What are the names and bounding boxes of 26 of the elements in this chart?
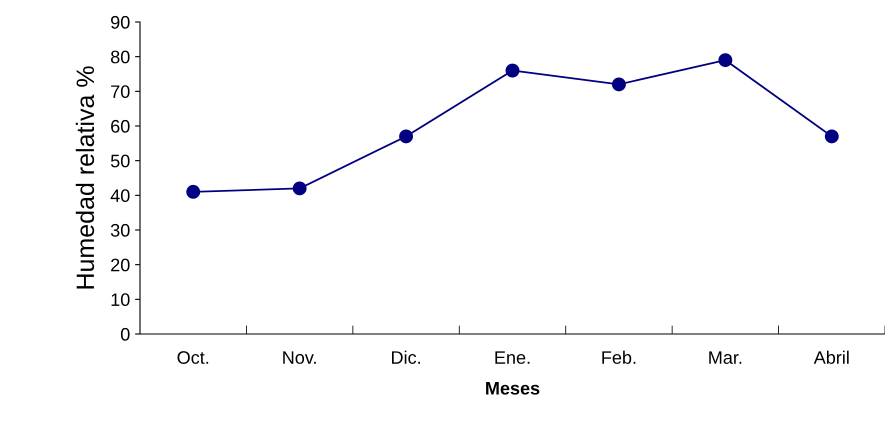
point [718, 53, 732, 68]
point [186, 184, 200, 199]
x-tick-label: Dic. [392, 350, 420, 364]
y-tick-label: 10 [112, 293, 130, 306]
y-tick-label: 70 [111, 85, 130, 98]
x-tick-label: Mar. [709, 351, 742, 364]
y-tick-label: 40 [110, 189, 130, 202]
point [399, 129, 414, 144]
x-tick-label: Ene. [495, 351, 530, 364]
y-tick-label: 90 [111, 16, 130, 29]
point [824, 129, 839, 144]
point [612, 77, 626, 92]
x-tick-label: Oct. [178, 351, 208, 364]
y-tick-label: 60 [111, 120, 130, 133]
point [292, 181, 307, 196]
x-tick-label: Abril [814, 350, 849, 364]
y-tick-label: 0 [120, 328, 130, 341]
point [506, 64, 520, 78]
x-tick-label: Nov. [283, 351, 316, 364]
y-tick-label: 30 [110, 224, 130, 237]
x-tick-label: Feb. [602, 350, 636, 364]
y-tick-label: 50 [110, 154, 130, 168]
y-tick-label: 80 [110, 50, 130, 64]
y-tick-label: 20 [111, 258, 130, 272]
y-axis-title: Humedad relativa % [76, 66, 94, 288]
x-axis-title: Meses [486, 382, 540, 395]
